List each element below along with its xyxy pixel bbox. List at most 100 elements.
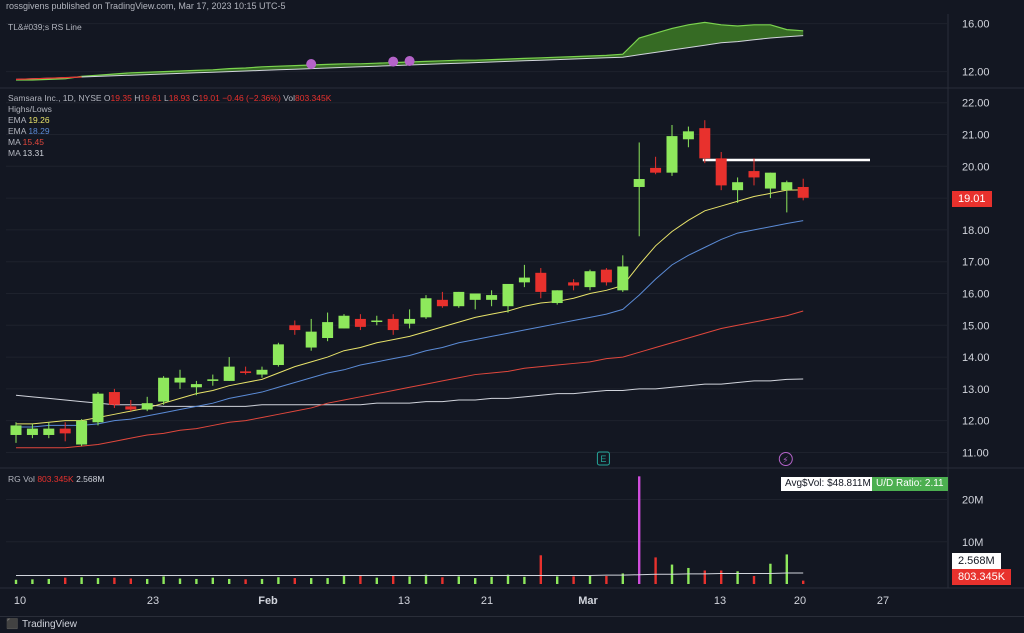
candle-body <box>502 283 514 307</box>
candle-body <box>125 406 137 410</box>
indicator-row: EMA 19.26 <box>8 115 50 126</box>
indicator-row: EMA 18.29 <box>8 126 50 137</box>
avg-dollar-volume-box: Avg$Vol: $48.811M <box>781 477 875 491</box>
time-axis-label: 10 <box>14 595 26 607</box>
volume-bar <box>539 555 542 584</box>
candle-body <box>650 167 662 173</box>
dividend-event-icon <box>778 452 793 466</box>
last-price-box: 19.01 <box>952 191 992 207</box>
close-value: 19.01 <box>198 93 220 103</box>
time-axis-label: 23 <box>147 595 159 607</box>
tradingview-logo-icon: ⬛ <box>6 619 19 630</box>
volume-bar <box>178 578 182 584</box>
candle-body <box>797 186 809 198</box>
volume-bar <box>146 578 149 584</box>
dividend-event-label: ⚡ <box>782 456 788 466</box>
vol-value: 803.345K <box>295 93 332 103</box>
candle-body <box>633 179 645 187</box>
volume-last-box: 803.345K <box>952 569 1012 585</box>
volume-bar <box>474 578 477 584</box>
volume-bar <box>605 575 608 584</box>
volume-bar <box>228 578 231 584</box>
vol-label: Vol <box>283 93 295 103</box>
candle-body <box>699 128 711 159</box>
candle-body <box>600 269 612 283</box>
price-chart[interactable]: 22.0021.0020.0019.0018.0017.0016.0015.00… <box>0 0 1024 616</box>
candle-body <box>322 322 334 338</box>
candle-body <box>551 290 563 304</box>
rs-tick-label: 16.00 <box>962 19 990 31</box>
volume-tick-label: 20M <box>962 495 983 507</box>
candle-body <box>108 392 120 405</box>
candle-body <box>158 377 170 402</box>
volume-bar <box>195 578 198 584</box>
rs-new-high-marker <box>306 59 317 69</box>
candle-body <box>354 318 366 327</box>
volume-avg-box: 2.568M <box>952 553 1001 569</box>
volume-bar <box>277 577 280 584</box>
candle-body <box>420 298 432 318</box>
volume-bar <box>654 557 657 584</box>
low-value: 18.93 <box>168 93 191 103</box>
volume-bar <box>588 575 592 584</box>
volume-label: RG Vol <box>8 474 35 484</box>
price-tick-label: 14.00 <box>962 352 990 364</box>
rs-tick-label: 12.00 <box>962 67 990 79</box>
publish-header: rossgivens published on TradingView.com,… <box>0 0 1024 14</box>
volume-bar <box>129 578 132 584</box>
candle-body <box>568 282 580 286</box>
candle-body <box>256 369 268 375</box>
candle-body <box>518 277 530 283</box>
publish-info: rossgivens published on TradingView.com,… <box>6 1 286 11</box>
volume-bar <box>244 579 247 584</box>
earnings-event-icon <box>596 451 610 466</box>
candle-body <box>305 331 317 348</box>
time-axis-label: 13 <box>398 595 410 607</box>
price-tick-label: 13.00 <box>962 384 990 396</box>
volume-bar <box>424 574 428 584</box>
candle-body <box>207 379 219 381</box>
volume-bar <box>47 578 50 584</box>
volume-bar <box>80 577 83 584</box>
volume-bar <box>720 570 723 584</box>
indicator-row: MA 15.45 <box>8 137 44 148</box>
rs-new-high-marker <box>404 56 415 66</box>
price-tick-label: 18.00 <box>962 225 990 237</box>
price-tick-label: 22.00 <box>962 98 990 110</box>
rs-new-high-marker <box>388 56 399 67</box>
volume-v1: 803.345K <box>37 474 74 484</box>
open-value: 19.35 <box>110 93 132 103</box>
candle-body <box>617 266 629 291</box>
ma-long-line <box>15 378 804 407</box>
indicator-row: Highs/Lows <box>8 104 52 115</box>
time-axis-label: 13 <box>714 595 726 607</box>
volume-v2: 2.568M <box>76 474 105 484</box>
candle-body <box>371 320 383 323</box>
volume-average-line <box>16 572 804 577</box>
volume-bar <box>162 576 165 584</box>
indicator-name: EMA <box>8 126 29 136</box>
close-label: C <box>192 93 199 103</box>
volume-bar <box>802 580 805 584</box>
low-label: L <box>164 93 169 103</box>
volume-tick-label: 10M <box>962 537 983 549</box>
candle-body <box>92 393 104 423</box>
price-tick-label: 21.00 <box>962 130 990 142</box>
footer-brand: TradingView <box>22 619 78 630</box>
candle-body <box>682 131 694 140</box>
candle-body <box>43 428 55 435</box>
candle-body <box>732 182 744 191</box>
time-axis-label: 27 <box>877 595 889 607</box>
candle-body <box>26 428 38 435</box>
volume-bar <box>113 577 116 584</box>
candle-body <box>764 172 776 189</box>
price-tick-label: 20.00 <box>962 161 990 173</box>
time-axis-label: Mar <box>578 595 598 607</box>
volume-bar <box>752 575 756 584</box>
candle-body <box>141 403 153 410</box>
volume-bar <box>490 576 493 584</box>
price-tick-label: 15.00 <box>962 320 990 332</box>
price-tick-label: 11.00 <box>962 447 989 459</box>
volume-bar <box>326 578 329 584</box>
volume-bar <box>703 570 706 584</box>
